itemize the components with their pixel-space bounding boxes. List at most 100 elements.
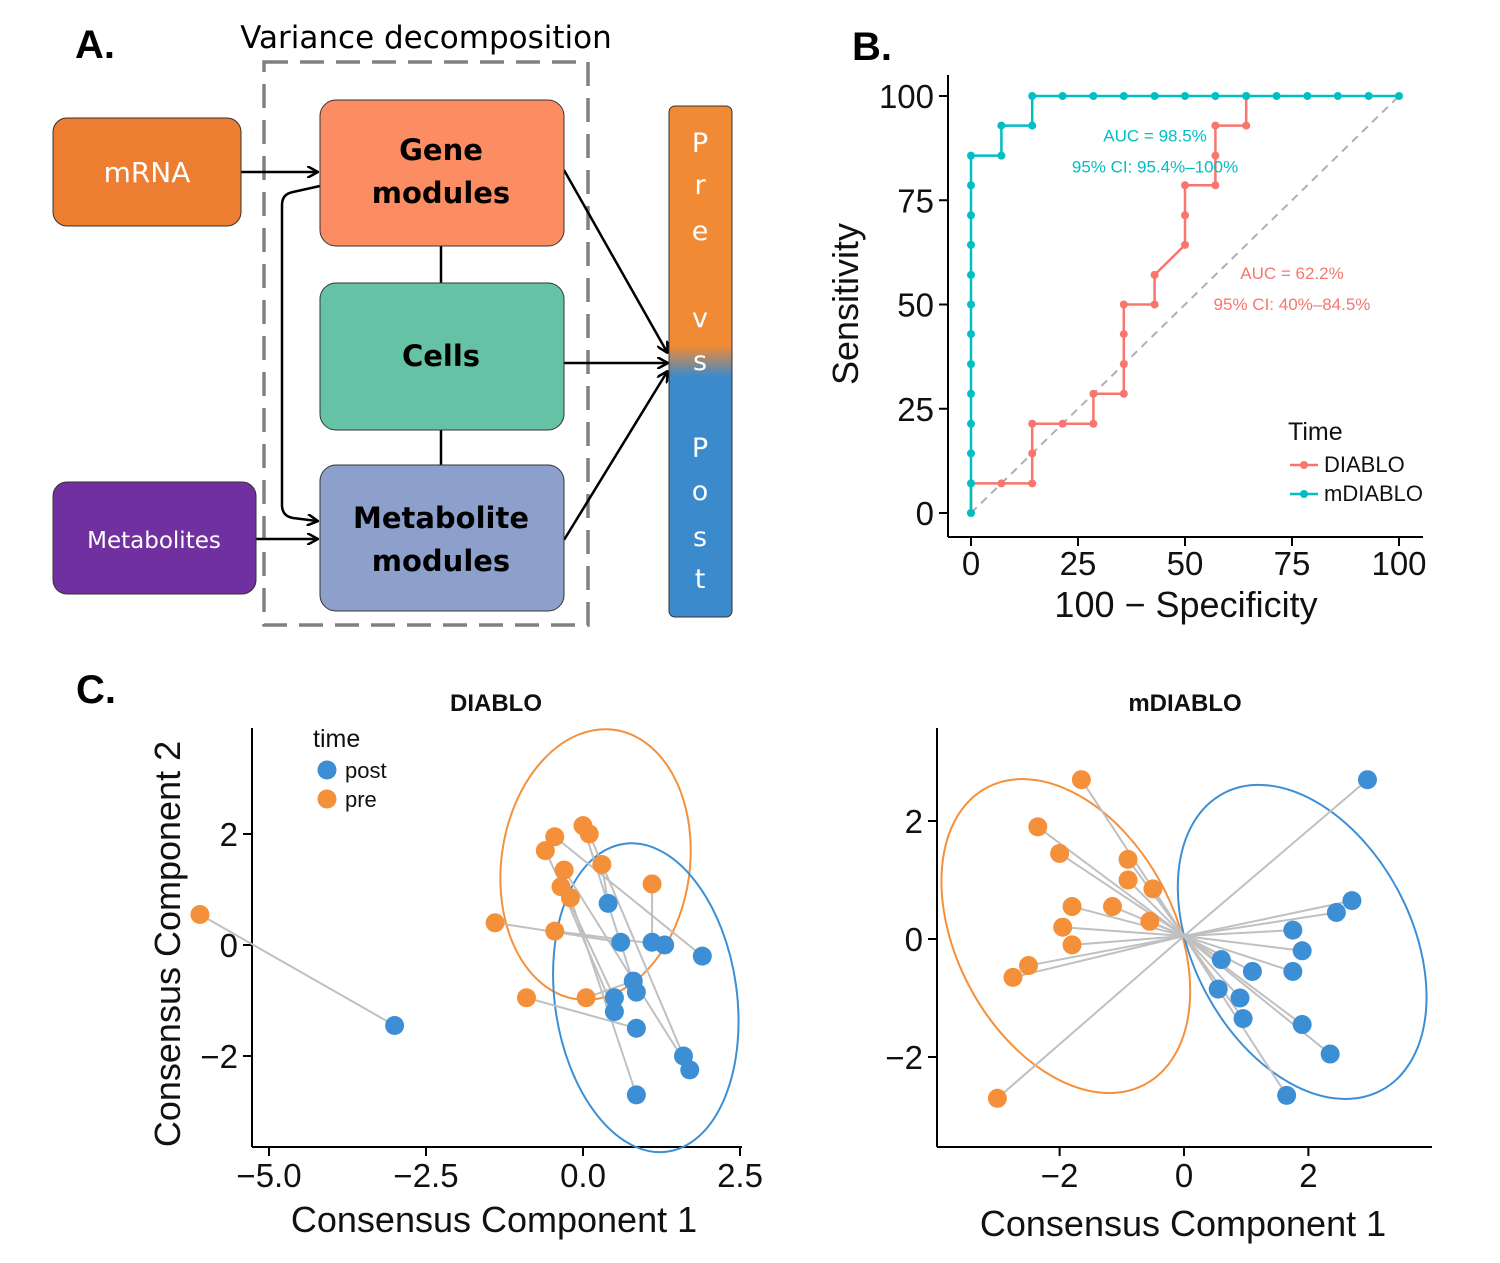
roc-x-tick-label: 50 — [1167, 545, 1204, 582]
diablo-post-point — [655, 935, 675, 955]
outcome-letter: v — [692, 303, 708, 334]
mdiablo-scatter: −2 0 2 −2 0 2 mDIABLO Consensus Component 1 — [885, 690, 1432, 1244]
roc-point-diablo — [997, 479, 1006, 488]
roc-point-mdiablo — [1303, 92, 1312, 100]
roc-point-mdiablo — [967, 181, 975, 190]
diablo-post-point — [692, 946, 712, 966]
roc-point-diablo — [1119, 330, 1128, 339]
scatter-legend-key — [317, 789, 337, 809]
diablo-pre-point — [485, 913, 505, 933]
diablo-post-point — [680, 1060, 700, 1080]
roc-point-mdiablo — [997, 151, 1006, 160]
auc-ci-label-mdiablo: 95% CI: 95.4%–100% — [1072, 158, 1238, 177]
gene-to-metabolite-arrow — [280, 184, 321, 521]
diablo-post-point — [611, 932, 631, 952]
mdiablo-centroid-line — [1071, 905, 1185, 938]
mdiablo-pre-point — [987, 1088, 1007, 1108]
panel-a: A. Variance decomposition mRNA Gene modu… — [52, 20, 733, 627]
mdiablo-pre-point — [1140, 911, 1160, 931]
diablo-x-tick-label: 2.5 — [717, 1157, 763, 1194]
roc-point-mdiablo — [967, 270, 975, 279]
cells-label: Cells — [402, 339, 480, 373]
roc-point-mdiablo — [1028, 92, 1037, 100]
mdiablo-centroid-line — [1071, 935, 1185, 946]
variance-decomposition-title: Variance decomposition — [240, 20, 612, 56]
outcome-letter: o — [692, 476, 709, 507]
metabolite-modules-line1: Metabolite — [353, 501, 529, 535]
mdiablo-post-point — [1292, 1015, 1312, 1035]
roc-point-mdiablo — [967, 479, 975, 488]
diablo-pre-ellipse — [499, 728, 692, 1001]
outcome-letter: s — [693, 522, 707, 553]
mdiablo-pre-point — [1118, 870, 1138, 890]
diablo-post-point — [626, 1018, 646, 1038]
mdiablo-post-point — [1230, 988, 1250, 1008]
roc-point-mdiablo — [1028, 121, 1037, 130]
roc-point-mdiablo — [1364, 92, 1373, 100]
scatter-legend-title: time — [313, 725, 360, 753]
roc-point-diablo — [1028, 419, 1037, 428]
diablo-pre-point — [545, 827, 565, 847]
diablo-post-ellipse — [552, 842, 740, 1154]
mdiablo-pre-point — [1071, 770, 1091, 790]
metabolites-box — [52, 481, 257, 595]
mdiablo-post-point — [1283, 961, 1303, 981]
roc-point-mdiablo — [967, 389, 975, 398]
roc-point-mdiablo — [1242, 92, 1251, 100]
roc-y-tick-label: 100 — [879, 78, 934, 115]
outcome-letter: e — [692, 216, 709, 247]
mdiablo-centroid-line — [1028, 935, 1185, 967]
diablo-y-tick-label: 2 — [220, 816, 238, 853]
roc-point-diablo — [1150, 300, 1159, 309]
roc-point-mdiablo — [967, 151, 975, 160]
diablo-pre-point — [545, 921, 565, 941]
roc-point-diablo — [1211, 181, 1220, 190]
mdiablo-pre-point — [1102, 897, 1122, 917]
mdiablo-post-point — [1342, 891, 1362, 911]
diablo-post-point — [604, 988, 624, 1008]
diablo-y-tick-label: −2 — [200, 1038, 238, 1075]
mdiablo-centroid-line — [1183, 911, 1337, 938]
gene-modules-box — [319, 99, 565, 247]
mdiablo-centroid-line — [1062, 926, 1185, 938]
roc-point-mdiablo — [1181, 92, 1189, 100]
diablo-pair-line — [554, 835, 703, 957]
roc-point-diablo — [1089, 419, 1098, 428]
mdiablo-centroid-line — [1183, 935, 1294, 973]
mdiablo-x-axis-title: Consensus Component 1 — [980, 1203, 1386, 1244]
roc-point-mdiablo — [967, 211, 975, 220]
panel-b-label: B. — [852, 25, 892, 69]
mdiablo-plot-title: mDIABLO — [1128, 690, 1241, 717]
roc-x-tick-label: 100 — [1371, 545, 1426, 582]
roc-x-tick-label: 25 — [1060, 545, 1097, 582]
gene-modules-line2: modules — [372, 176, 510, 210]
roc-point-mdiablo — [967, 360, 975, 369]
roc-y-tick-label: 50 — [897, 287, 934, 324]
mdiablo-pre-point — [1053, 917, 1073, 937]
panel-a-label: A. — [75, 23, 115, 67]
diablo-pre-point — [190, 904, 210, 924]
diablo-pre-point — [642, 874, 662, 894]
diablo-x-tick-label: −2.5 — [393, 1157, 458, 1194]
metabolite-modules-box — [319, 464, 565, 612]
roc-point-mdiablo — [1058, 92, 1067, 100]
mdiablo-centroid-line — [1059, 852, 1185, 937]
roc-point-diablo — [1028, 479, 1037, 488]
diablo-pre-point — [592, 855, 612, 875]
mdiablo-centroid-line — [1183, 929, 1293, 938]
roc-point-mdiablo — [1119, 92, 1128, 100]
auc-ci-label-diablo: 95% CI: 40%–84.5% — [1214, 295, 1371, 314]
roc-point-mdiablo — [1150, 92, 1159, 100]
roc-y-tick-label: 0 — [916, 495, 934, 532]
mdiablo-post-point — [1283, 920, 1303, 940]
roc-y-axis-title: Sensitivity — [825, 223, 866, 385]
diablo-y-axis-title: Consensus Component 2 — [147, 741, 188, 1147]
roc-point-mdiablo — [967, 300, 975, 309]
roc-legend-label: mDIABLO — [1324, 481, 1423, 506]
diablo-pre-point — [516, 988, 536, 1008]
roc-point-diablo — [1211, 151, 1220, 160]
diablo-plot-title: DIABLO — [450, 690, 542, 717]
mdiablo-y-tick-label: 0 — [905, 921, 923, 958]
diablo-post-point — [626, 982, 646, 1002]
